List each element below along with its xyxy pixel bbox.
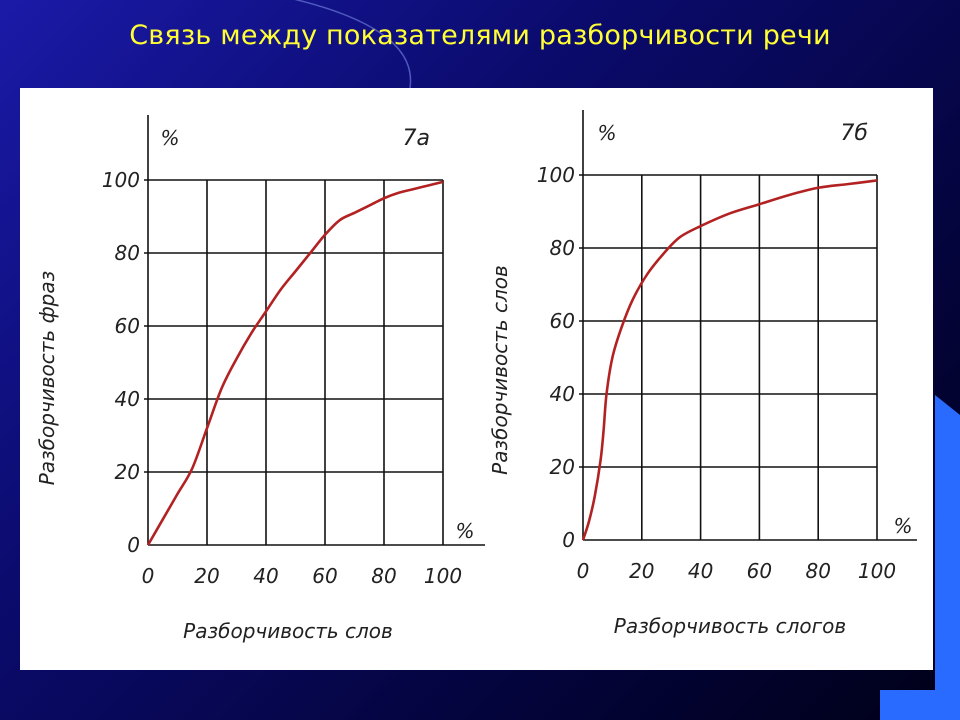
chart-7a-y-tick-label: 40 (115, 387, 140, 411)
chart-7b-y-tick-label: 100 (537, 163, 575, 187)
chart-7b-ylabel: Разборчивость слов (488, 265, 512, 475)
chart-7a-y-tick-label: 80 (115, 241, 140, 265)
chart-7a: 0 20 40 60 80 100 0 20 40 60 80 100 7а Разборчивост… (35, 115, 485, 643)
chart-7a-y-tick-label: 20 (115, 460, 140, 484)
chart-7b-y-tick-label: 60 (550, 309, 575, 333)
chart-7a-x-tick-label: 20 (194, 564, 219, 588)
chart-7a-x-tick-label: 100 (424, 564, 462, 588)
chart-7b-curve (581, 179, 878, 541)
chart-7a-x-tick-label: 40 (253, 564, 278, 588)
chart-7a-x-tick-label: 80 (371, 564, 396, 588)
slide-title: Связь между показателями разборчивости р… (129, 20, 831, 51)
chart-7b-y-tick-label: 80 (550, 236, 575, 260)
chart-7a-xlabel: Разборчивость слов (183, 619, 393, 643)
chart-7b-x-tick-label: 80 (805, 559, 830, 583)
chart-7b-x-tick-label: 20 (629, 559, 654, 583)
chart-7b-y-unit: % (597, 121, 616, 145)
chart-7b-x-tick-label: 60 (747, 559, 772, 583)
chart-7b-y-tick-label: 0 (562, 528, 575, 552)
chart-7a-curve (146, 180, 444, 546)
chart-7b-x-tick-label: 0 (577, 559, 590, 583)
chart-7b-xlabel: Разборчивость слогов (614, 614, 846, 638)
chart-7a-x-tick-label: 0 (142, 564, 155, 588)
chart-7a-y-tick-label: 100 (102, 168, 140, 192)
chart-7b-title: 7б (840, 121, 868, 146)
chart-7b: 0 20 40 60 80 100 0 20 40 60 80 100 7б Разборчивост… (488, 110, 917, 638)
chart-7b-y-tick-label: 20 (550, 455, 575, 479)
chart-7a-x-unit: % (455, 519, 474, 543)
chart-7b-x-unit: % (893, 514, 912, 538)
chart-7b-x-tick-label: 100 (858, 559, 896, 583)
figure-panel (20, 88, 933, 670)
chart-7b-x-tick-label: 40 (688, 559, 713, 583)
chart-7a-title: 7а (403, 126, 430, 151)
chart-7a-y-tick-label: 60 (115, 314, 140, 338)
chart-7b-y-tick-label: 40 (550, 382, 575, 406)
chart-7a-ylabel: Разборчивость фраз (35, 271, 59, 486)
chart-7a-y-tick-label: 0 (127, 533, 140, 557)
chart-7a-y-unit: % (160, 126, 179, 150)
chart-7a-x-tick-label: 60 (312, 564, 337, 588)
